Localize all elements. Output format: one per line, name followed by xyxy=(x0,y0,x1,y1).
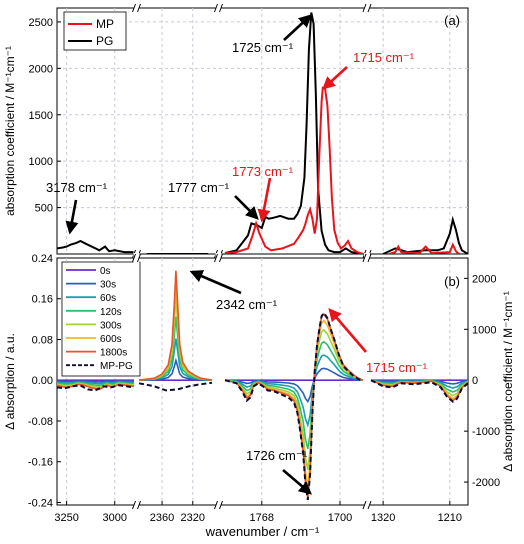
x-tick-label: 1768 xyxy=(250,512,274,524)
legend-a-box xyxy=(63,11,127,51)
axis-break-top-gap xyxy=(364,3,370,13)
legend-label-0s: 0s xyxy=(100,266,111,277)
axis-break-bottom-slash xyxy=(219,500,223,510)
y-tick-label-a: 1000 xyxy=(29,156,53,168)
x-axis: 3250 3000 2360 2320 1768 1700 1320 1210 wavenumb… xyxy=(54,3,462,539)
arrow-1725 xyxy=(283,14,312,41)
annotation-1715: 1715 cm⁻¹ xyxy=(353,50,415,65)
axis-break-bottom-gap xyxy=(364,500,370,510)
axis-break-mid-slash xyxy=(367,253,372,263)
axis-break-top-slash xyxy=(362,3,367,13)
axis-break-mid-gap xyxy=(364,253,370,263)
y-tick-label-b: -0.08 xyxy=(28,416,53,428)
panel-a: 500 1000 1500 2000 2500 absorption coefficien… xyxy=(3,7,469,255)
legend-label-30s: 30s xyxy=(100,280,116,291)
axis-break-bottom-slash xyxy=(137,500,141,510)
axis-break-mid-slash xyxy=(362,253,367,263)
axis-break-bottom-slash xyxy=(367,500,372,510)
annotation-3178: 3178 cm⁻¹ xyxy=(46,180,108,195)
y-tick-label-b: 0.24 xyxy=(32,253,53,265)
x-tick-label: 2320 xyxy=(181,512,205,524)
y2-tick-label-b: 0 xyxy=(472,375,478,387)
axis-break-top-slash xyxy=(132,3,136,13)
y-tick-label-b: -0.24 xyxy=(28,497,53,509)
x-tick-label: 1320 xyxy=(371,512,395,524)
axis-break-top-gap xyxy=(133,3,140,13)
y-tick-label-b: 0.08 xyxy=(32,334,53,346)
panel-label-b: (b) xyxy=(444,274,460,289)
legend-label-120s: 120s xyxy=(100,307,122,318)
y-tick-label-b: 0.16 xyxy=(32,294,53,306)
axis-break-bottom-slash xyxy=(132,500,136,510)
x-tick-label: 1210 xyxy=(438,512,462,524)
arrow-1773 xyxy=(257,177,272,223)
x-axis-label: wavenumber / cm⁻¹ xyxy=(205,524,320,539)
y2-tick-label-b: 2000 xyxy=(472,273,496,285)
legend-b-box xyxy=(61,261,141,377)
series-line-pg xyxy=(57,12,468,254)
legend-a: MP PG xyxy=(63,11,127,51)
y-axis-label-a: absorption coefficient / M⁻¹cm⁻¹ xyxy=(3,46,17,216)
series-line-60s xyxy=(57,338,468,428)
arrow-1726 xyxy=(282,469,312,495)
axis-break-bottom-slash xyxy=(214,500,218,510)
annotation-1725: 1725 cm⁻¹ xyxy=(232,40,294,55)
y2-tick-label-b: 1000 xyxy=(472,324,496,336)
y-tick-label-a: 500 xyxy=(35,203,53,215)
panel-label-a: (a) xyxy=(444,13,460,28)
y-tick-label-b: -0.16 xyxy=(28,457,53,469)
x-tick-label: 1700 xyxy=(328,512,352,524)
axis-break-mid-slash xyxy=(219,253,223,263)
axis-break-top-slash xyxy=(214,3,218,13)
series-line-120s xyxy=(57,316,468,449)
legend-label-60s: 60s xyxy=(100,293,116,304)
axis-break-mid-slash xyxy=(132,253,136,263)
legend-label-MP-PG: MP-PG xyxy=(100,361,133,372)
series-line-30s xyxy=(57,357,468,403)
axis-break-bottom-slash xyxy=(362,500,367,510)
axis-break-bottom-gap xyxy=(215,500,222,510)
y2-axis-label-b: Δ absorption coefficient / M⁻¹cm⁻¹ xyxy=(501,291,515,472)
series-line-mp xyxy=(224,86,460,254)
y-tick-label-a: 1500 xyxy=(29,110,53,122)
axis-break-top-slash xyxy=(367,3,372,13)
annotation-1773: 1773 cm⁻¹ xyxy=(232,164,294,179)
arrow-2342 xyxy=(189,270,242,295)
x-tick-label: 3250 xyxy=(54,512,78,524)
x-tick-label: 2360 xyxy=(150,512,174,524)
legend-label-300s: 300s xyxy=(100,320,122,331)
axis-break-bottom-gap xyxy=(133,500,140,510)
y-tick-label-a: 2000 xyxy=(29,63,53,75)
arrow-1777 xyxy=(234,195,259,220)
legend-label-600s: 600s xyxy=(100,334,122,345)
annotation-1777: 1777 cm⁻¹ xyxy=(168,180,230,195)
y-tick-label-b: 0.00 xyxy=(32,375,53,387)
y2-tick-label-b: -2000 xyxy=(472,477,500,489)
annotation-2342: 2342 cm⁻¹ xyxy=(216,297,278,312)
legend-label-mp: MP xyxy=(96,17,114,31)
axis-break-mid-gap xyxy=(133,253,140,263)
legend-label-1800s: 1800s xyxy=(100,348,127,359)
legend-label-pg: PG xyxy=(96,34,113,48)
axis-break-top-slash xyxy=(137,3,141,13)
arrow-1715-b xyxy=(328,308,367,353)
panel-a-frame xyxy=(56,7,469,255)
axis-break-mid-slash xyxy=(214,253,218,263)
y-tick-label-a: 2500 xyxy=(29,17,53,29)
annotation-1715-b: 1715 cm⁻¹ xyxy=(366,360,428,375)
panel-b: 0.24 0.16 0.08 0.00 -0.08 -0.16 -0.24 Δ absorpt… xyxy=(3,253,515,509)
axis-break-top-slash xyxy=(219,3,223,13)
series-line-1800s xyxy=(57,270,468,499)
y2-tick-label-b: -1000 xyxy=(472,426,500,438)
y-axis-label-b: Δ absorption / a.u. xyxy=(3,333,17,430)
arrow-3178 xyxy=(65,199,79,235)
annotation-1726: 1726 cm⁻¹ xyxy=(246,448,308,463)
axis-break-mid-gap xyxy=(215,253,222,263)
legend-b: 0s 30s 60s 120s 300s 600s 1800s MP-PG xyxy=(61,261,141,377)
arrow-1715 xyxy=(322,66,348,90)
x-tick-label: 3000 xyxy=(103,512,127,524)
axis-break-mid-slash xyxy=(137,253,141,263)
axis-break-top-gap xyxy=(215,3,222,13)
